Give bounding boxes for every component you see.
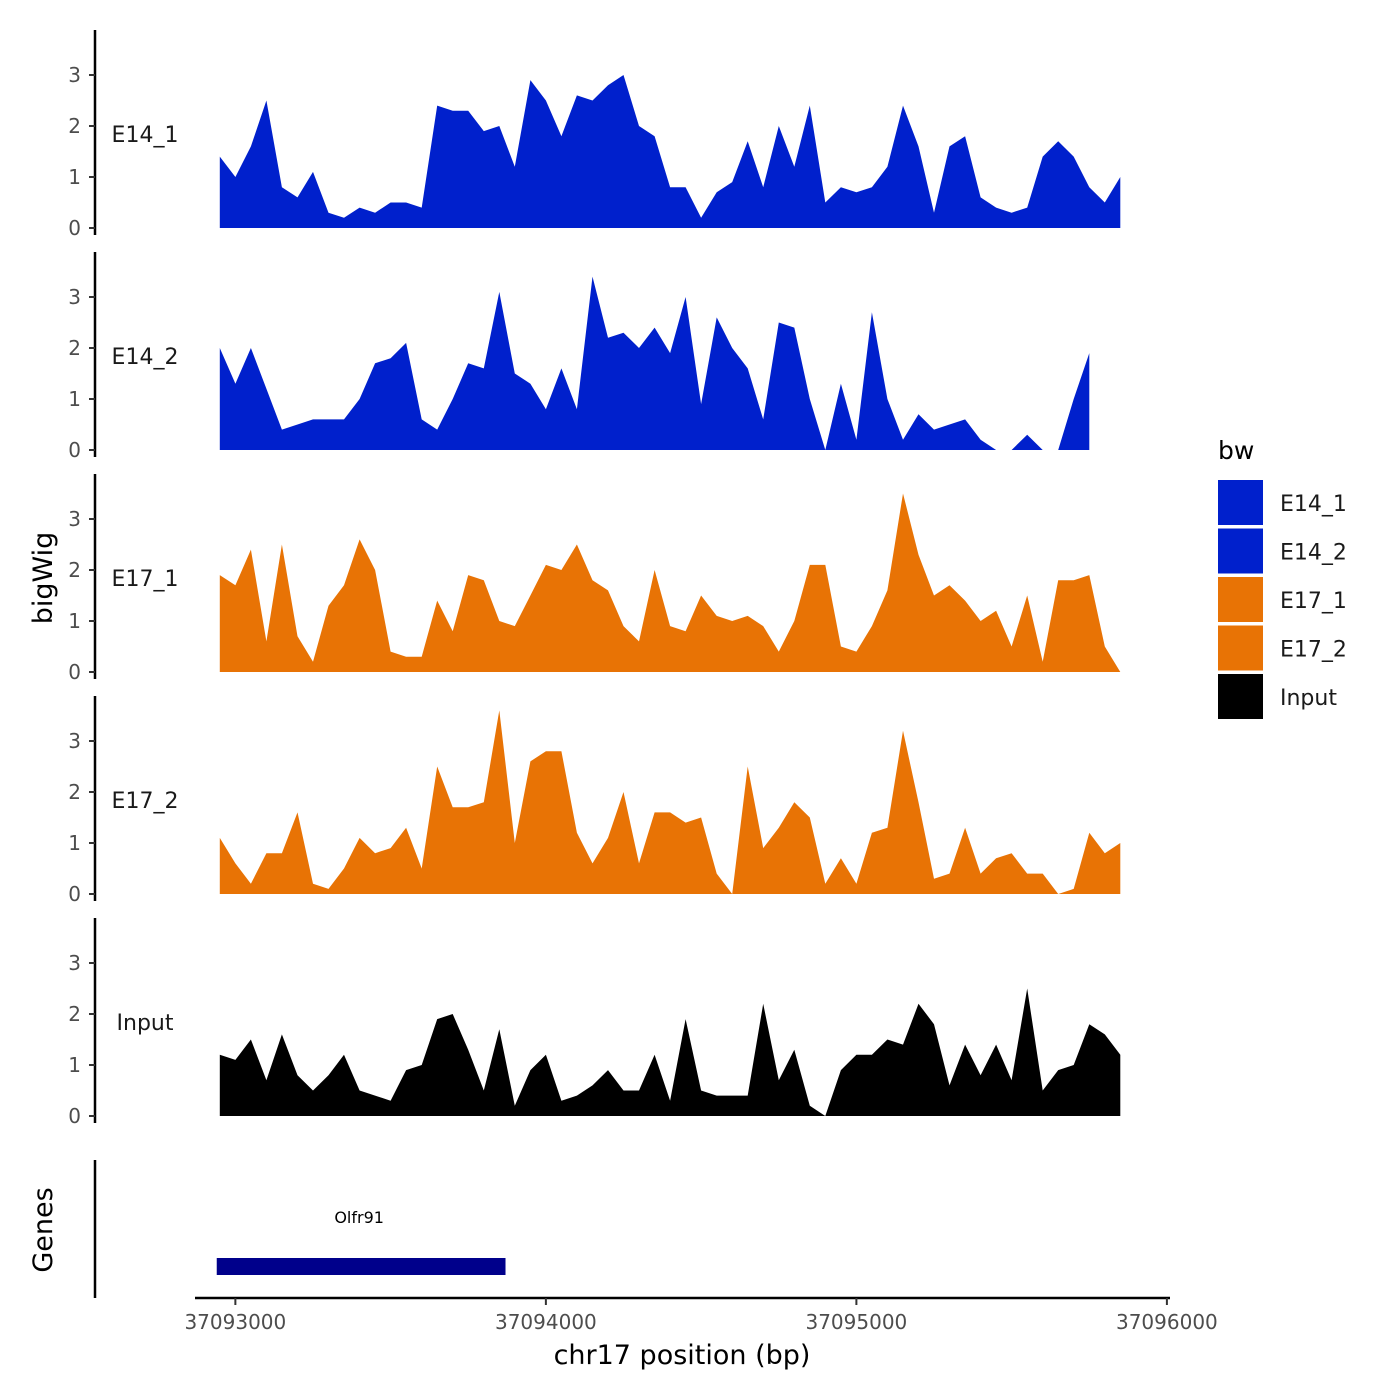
legend-key-input: [1218, 674, 1263, 719]
x-axis: 37093000 37094000 37095000 37096000: [184, 1296, 1218, 1334]
track-label: E14_2: [112, 345, 179, 370]
legend-label: E14_2: [1280, 541, 1347, 566]
y-tick-label: 0: [68, 1104, 81, 1128]
track-label: E14_1: [112, 123, 179, 148]
y-tick-label: 2: [68, 1002, 81, 1026]
legend-key-e17-2: [1218, 625, 1263, 671]
x-tick-label: 37096000: [1116, 1310, 1218, 1334]
legend-label: E14_1: [1280, 492, 1347, 517]
gene-panel-title: Genes: [28, 1187, 59, 1272]
legend-key-e14-1: [1218, 480, 1263, 525]
track-input: 0 1 2 3 Input: [68, 918, 1121, 1128]
y-tick-label: 0: [68, 882, 81, 906]
legend-label: Input: [1280, 686, 1337, 711]
y-tick-label: 2: [68, 114, 81, 138]
signal-area-e14-1: [219, 75, 1121, 228]
track-label: E17_2: [112, 789, 179, 814]
y-tick-label: 2: [68, 336, 81, 360]
y-axis-title: bigWig: [28, 532, 59, 625]
y-tick-label: 1: [68, 831, 81, 855]
y-tick-label: 3: [68, 951, 81, 975]
y-tick-label: 3: [68, 63, 81, 87]
gene-body: [216, 1258, 506, 1275]
track-e14-1: 0 1 2 3 E14_1: [68, 30, 1121, 240]
y-tick-label: 2: [68, 780, 81, 804]
x-axis-title: chr17 position (bp): [554, 1340, 811, 1371]
y-tick-label: 0: [68, 660, 81, 684]
x-tick-label: 37095000: [805, 1310, 907, 1334]
y-tick-label: 3: [68, 729, 81, 753]
track-label: Input: [117, 1011, 174, 1036]
signal-area-e17-2: [219, 710, 1121, 894]
track-e14-2: 0 1 2 3 E14_2: [68, 252, 1090, 462]
y-tick-label: 0: [68, 216, 81, 240]
legend-label: E17_2: [1280, 638, 1347, 663]
signal-area-e14-2: [219, 276, 1090, 450]
signal-area-input: [219, 988, 1121, 1116]
y-tick-label: 1: [68, 387, 81, 411]
y-tick-label: 1: [68, 1053, 81, 1077]
x-tick-label: 37093000: [184, 1310, 286, 1334]
track-e17-2: 0 1 2 3 E17_2: [68, 696, 1121, 906]
track-e17-1: 0 1 2 3 E17_1: [68, 474, 1121, 684]
legend-label: E17_1: [1280, 589, 1347, 614]
y-tick-label: 2: [68, 558, 81, 582]
track-label: E17_1: [112, 567, 179, 592]
legend-key-e17-1: [1218, 577, 1263, 622]
signal-area-e17-1: [219, 493, 1121, 672]
y-tick-label: 1: [68, 609, 81, 633]
y-tick-label: 1: [68, 165, 81, 189]
y-tick-label: 3: [68, 285, 81, 309]
gene-panel: Olfr91: [93, 1160, 506, 1298]
legend: bw E14_1 E14_2 E17_1 E17_2 Input: [1218, 436, 1347, 719]
gene-label: Olfr91: [334, 1208, 384, 1227]
signal-tracks: 0 1 2 3 E14_1 0 1 2 3 E14_2 0 1 2 3 E17_1 0 1 2 3 E17_2 0 1 2 3…: [68, 30, 1121, 1128]
y-tick-label: 3: [68, 507, 81, 531]
y-tick-label: 0: [68, 438, 81, 462]
legend-key-e14-2: [1218, 528, 1263, 574]
x-tick-label: 37094000: [495, 1310, 597, 1334]
legend-title: bw: [1218, 436, 1254, 465]
